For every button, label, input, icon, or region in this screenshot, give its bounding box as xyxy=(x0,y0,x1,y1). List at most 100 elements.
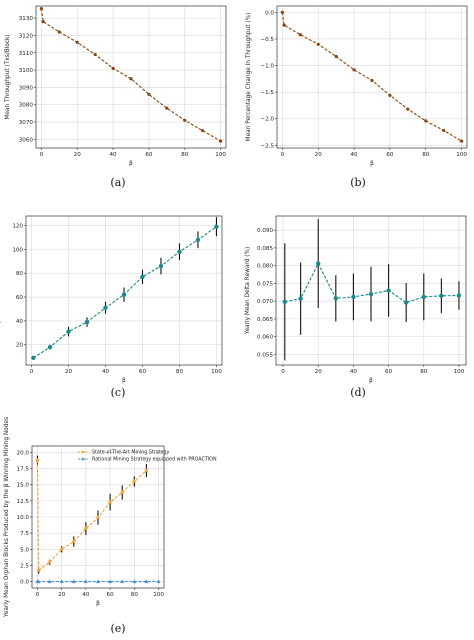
series-1 xyxy=(31,217,219,361)
x-tick-label: 100 xyxy=(456,152,467,158)
y-axis-label: Yearly Mean Orphan Blocks Produced by th… xyxy=(4,417,10,618)
x-tick-label: 20 xyxy=(74,152,82,158)
subfigure-caption: (b) xyxy=(350,176,366,189)
y-tick-label: 40 xyxy=(16,319,24,325)
data-point xyxy=(368,291,374,297)
series-1 xyxy=(282,219,462,361)
y-tick-label: −1.5 xyxy=(260,90,274,96)
series-line xyxy=(284,262,459,304)
y-tick-label: 0.0 xyxy=(265,10,274,16)
series-line xyxy=(40,8,221,142)
x-tick-label: 80 xyxy=(131,592,139,598)
plot-frame xyxy=(275,215,467,366)
y-axis-label: Mean Percentage Change in Throughput (%) xyxy=(246,13,252,142)
data-point xyxy=(333,296,339,301)
data-point xyxy=(316,42,320,46)
chart-b: 0 20 40 60 80 100 0.0 −0.5 −1.0 −1.5 −2.0 −2.5 β Mean… xyxy=(246,5,467,189)
data-point xyxy=(47,579,52,584)
data-point xyxy=(119,489,125,495)
y-tick-label: 3080 xyxy=(19,103,34,109)
plot-frame xyxy=(25,215,223,366)
y-tick-label: 3130 xyxy=(19,16,34,22)
y-tick-label: 0.060 xyxy=(257,335,273,341)
x-tick-label: 40 xyxy=(102,369,110,375)
x-tick-label: 20 xyxy=(65,369,73,375)
y-tick-label: 15.0 xyxy=(17,483,30,489)
data-point xyxy=(59,546,65,552)
chart-a: 0 20 40 60 80 100 3060 3070 3080 3090 3100 3110 3120… xyxy=(5,5,226,189)
legend-swatch-marker xyxy=(81,450,85,454)
y-tick-label: −1.0 xyxy=(260,64,274,70)
y-tick-label: 7.5 xyxy=(20,531,29,537)
data-point xyxy=(140,274,145,279)
x-tick-label: 60 xyxy=(385,369,393,375)
y-axis-label: Yearly Mean Delta Reward (BTC) xyxy=(0,244,1,338)
data-point xyxy=(334,54,338,59)
data-point xyxy=(75,40,79,44)
y-axis-label: Mean Throughput (Txs/Block) xyxy=(5,34,11,119)
data-point xyxy=(406,107,410,111)
data-point xyxy=(298,33,302,37)
data-point xyxy=(39,6,43,11)
y-tick-label: 2.5 xyxy=(20,563,29,569)
y-tick-label: 0.0 xyxy=(20,580,29,586)
legend: State-of-The-Art Mining StrategyRational… xyxy=(78,450,217,463)
data-point xyxy=(121,292,127,297)
series-2 xyxy=(35,579,161,584)
data-point xyxy=(147,92,151,96)
data-point xyxy=(57,30,61,34)
y-tick-label: −0.5 xyxy=(260,37,274,43)
x-axis-label: β xyxy=(369,378,373,384)
x-tick-label: 60 xyxy=(107,592,115,598)
x-tick-label: 20 xyxy=(58,592,66,598)
data-point xyxy=(71,538,77,544)
x-tick-label: 100 xyxy=(215,152,226,158)
data-point xyxy=(351,294,356,300)
data-point xyxy=(177,249,182,254)
y-tick-label: 3100 xyxy=(19,68,34,74)
x-axis-label: β xyxy=(96,601,100,607)
y-tick-label: 3120 xyxy=(19,33,34,39)
y-tick-label: 0.090 xyxy=(257,228,273,234)
y-tick-label: 0.075 xyxy=(257,281,273,287)
data-point xyxy=(47,344,53,350)
y-tick-label: −2.0 xyxy=(260,117,274,123)
x-tick-label: 20 xyxy=(315,152,323,158)
data-point xyxy=(370,78,374,83)
data-point xyxy=(143,467,149,473)
series-line xyxy=(33,226,217,359)
data-point xyxy=(96,579,100,584)
data-point xyxy=(59,579,64,584)
y-tick-label: 3060 xyxy=(19,137,34,143)
y-tick-label: −2.5 xyxy=(260,143,274,149)
data-point xyxy=(36,567,42,573)
data-point xyxy=(95,515,101,520)
data-point xyxy=(183,118,187,122)
y-tick-label: 0.070 xyxy=(257,299,273,305)
subfigure-caption: (a) xyxy=(110,176,125,189)
x-tick-label: 60 xyxy=(139,369,147,375)
data-point xyxy=(403,300,409,305)
y-tick-label: 3070 xyxy=(19,120,34,126)
data-point xyxy=(108,579,113,584)
data-point xyxy=(421,294,426,300)
legend-label: Rational Mining Strategy equipped with P… xyxy=(92,457,217,463)
data-point xyxy=(352,68,356,72)
x-tick-label: 0 xyxy=(281,152,285,158)
x-tick-label: 60 xyxy=(145,152,153,158)
y-axis-label: Yearly Mean Delta Reward (%) xyxy=(245,247,251,336)
y-tick-label: 12.5 xyxy=(17,499,30,505)
series-line xyxy=(36,460,147,572)
x-tick-label: 40 xyxy=(82,592,90,598)
y-tick-label: 0.055 xyxy=(257,352,273,358)
chart-d: 0 20 40 60 80 100 0.055 0.060 0.065 0.070 0.075 0.0… xyxy=(245,215,467,399)
y-tick-label: 10.0 xyxy=(17,515,30,521)
y-tick-label: 0.065 xyxy=(257,317,273,323)
data-point xyxy=(131,478,137,484)
x-tick-label: 80 xyxy=(176,369,184,375)
data-point xyxy=(66,329,71,334)
data-point xyxy=(111,66,115,70)
data-point xyxy=(144,579,149,584)
data-point xyxy=(156,579,161,584)
